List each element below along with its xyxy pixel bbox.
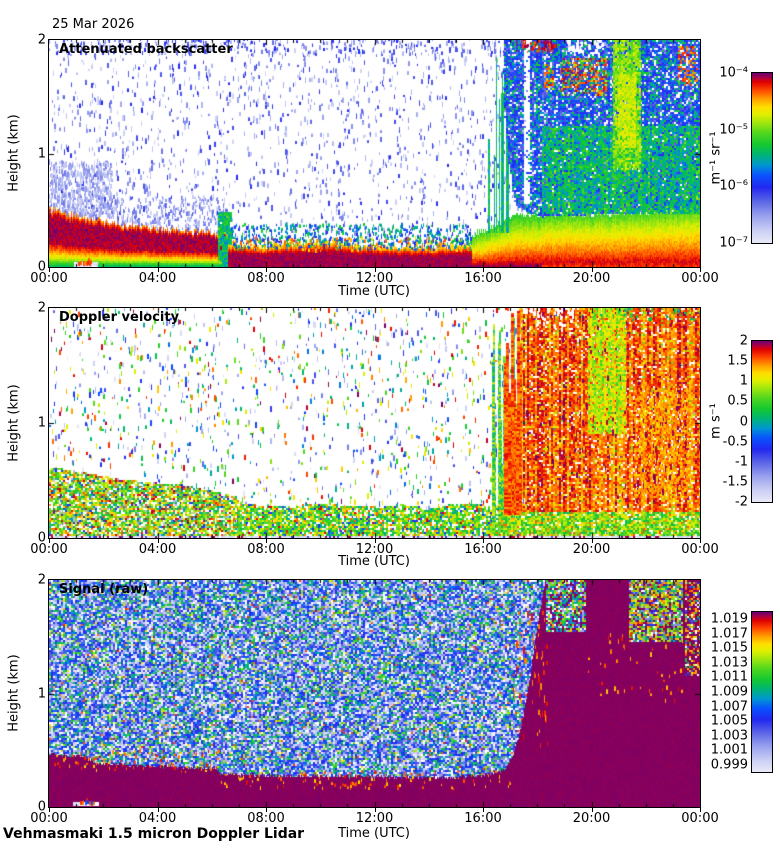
x-tick-mark xyxy=(700,268,701,272)
colorbar-tick-label: 2 xyxy=(739,333,748,349)
signal-panel: Signal (raw) xyxy=(48,579,701,808)
signal-heatmap-canvas xyxy=(49,580,700,807)
colorbar-tick-label: -2 xyxy=(735,494,748,510)
x-tick-label: 08:00 xyxy=(247,542,285,557)
colorbar-tick-label: 10⁻⁴ xyxy=(719,65,748,81)
x-tick-label: 12:00 xyxy=(355,542,394,557)
x-tick-label: 08:00 xyxy=(247,811,285,826)
colorbar-tick-label: 10⁻⁵ xyxy=(719,122,748,138)
backscatter-colorbar-unit: m⁻¹ sr⁻¹ xyxy=(708,131,724,185)
signal-colorbar-canvas xyxy=(752,612,772,772)
x-tick-mark xyxy=(374,808,376,812)
signal-panel-title: Signal (raw) xyxy=(59,582,149,597)
x-tick-mark xyxy=(49,268,50,272)
x-tick-mark xyxy=(483,268,484,272)
x-tick-mark xyxy=(483,539,484,543)
colorbar-tick-label: 0.999 xyxy=(710,757,748,773)
x-tick-mark xyxy=(374,268,376,272)
x-tick-mark xyxy=(700,539,701,543)
colorbar-tick-label: 1.003 xyxy=(710,728,748,744)
backscatter-panel-title: Attenuated backscatter xyxy=(59,42,233,57)
x-tick-mark xyxy=(266,539,267,543)
x-tick-mark xyxy=(157,268,159,272)
x-tick-label: 00:00 xyxy=(30,542,68,557)
y-tick-label: 2 xyxy=(37,572,46,588)
colorbar-tick-label: 1.011 xyxy=(710,669,748,685)
x-tick-label: 00:00 xyxy=(681,271,719,286)
x-tick-mark xyxy=(157,808,159,812)
x-tick-label: 20:00 xyxy=(572,542,611,557)
x-tick-label: 16:00 xyxy=(464,542,502,557)
y-tick-label: 0 xyxy=(37,530,46,546)
colorbar-tick-label: 0 xyxy=(739,414,748,429)
backscatter-heatmap-canvas xyxy=(49,40,700,267)
velocity-x-axis-label: Time (UTC) xyxy=(338,554,410,569)
signal-colorbar xyxy=(751,611,773,773)
x-tick-mark xyxy=(266,268,267,272)
x-tick-mark xyxy=(591,808,593,812)
x-tick-mark xyxy=(374,539,376,543)
colorbar-tick-label: 1.017 xyxy=(710,626,748,642)
signal-x-axis-label: Time (UTC) xyxy=(338,826,410,841)
y-tick-label: 2 xyxy=(37,300,46,316)
colorbar-tick-label: 1.005 xyxy=(710,713,748,729)
x-tick-mark xyxy=(266,808,267,812)
x-tick-mark xyxy=(591,268,593,272)
velocity-colorbar xyxy=(751,340,773,503)
y-tick-label: 1 xyxy=(37,686,46,701)
x-tick-label: 00:00 xyxy=(30,271,68,286)
y-tick-label: 0 xyxy=(37,259,46,275)
x-tick-mark xyxy=(157,539,159,543)
colorbar-tick-label: 1 xyxy=(739,373,748,389)
y-tick-label: 1 xyxy=(37,146,46,161)
x-tick-label: 00:00 xyxy=(681,811,719,826)
x-tick-mark xyxy=(483,808,484,812)
velocity-colorbar-canvas xyxy=(752,341,772,502)
colorbar-tick-label: 1.013 xyxy=(710,655,748,671)
colorbar-tick-label: 1.007 xyxy=(710,699,748,715)
velocity-heatmap-canvas xyxy=(49,308,700,538)
x-tick-label: 00:00 xyxy=(30,811,68,826)
x-tick-label: 08:00 xyxy=(247,271,285,286)
backscatter-x-axis-label: Time (UTC) xyxy=(338,284,410,299)
x-tick-label: 20:00 xyxy=(572,811,611,826)
x-tick-label: 04:00 xyxy=(138,271,177,286)
y-tick-label: 0 xyxy=(37,799,46,815)
colorbar-tick-label: -0.5 xyxy=(722,434,748,450)
x-tick-label: 20:00 xyxy=(572,271,611,286)
backscatter-colorbar xyxy=(751,72,773,244)
colorbar-tick-label: 1.001 xyxy=(710,742,748,758)
backscatter-colorbar-canvas xyxy=(752,73,772,243)
colorbar-tick-label: 0.5 xyxy=(727,393,748,409)
x-tick-label: 00:00 xyxy=(681,542,719,557)
instrument-footer-label: Vehmasmaki 1.5 micron Doppler Lidar xyxy=(3,826,305,842)
date-label: 25 Mar 2026 xyxy=(52,17,135,32)
backscatter-panel: Attenuated backscatter xyxy=(48,39,701,268)
x-tick-mark xyxy=(700,808,701,812)
colorbar-tick-label: -1 xyxy=(735,454,748,470)
x-tick-label: 12:00 xyxy=(355,271,394,286)
y-tick-label: 2 xyxy=(37,32,46,48)
colorbar-tick-label: 1.015 xyxy=(710,640,748,656)
colorbar-tick-label: -1.5 xyxy=(722,474,748,490)
x-tick-label: 16:00 xyxy=(464,811,502,826)
x-tick-label: 04:00 xyxy=(138,542,177,557)
colorbar-tick-label: 10⁻⁶ xyxy=(719,178,748,194)
y-tick-label: 1 xyxy=(37,415,46,431)
colorbar-tick-label: 1.5 xyxy=(727,353,748,369)
x-tick-mark xyxy=(591,539,593,543)
colorbar-tick-label: 1.009 xyxy=(710,684,748,700)
x-tick-label: 04:00 xyxy=(138,811,177,826)
x-tick-mark xyxy=(49,808,50,812)
x-tick-label: 16:00 xyxy=(464,271,502,286)
colorbar-tick-label: 10⁻⁷ xyxy=(719,235,748,251)
velocity-panel: Doppler velocity xyxy=(48,307,701,539)
velocity-panel-title: Doppler velocity xyxy=(59,310,180,325)
colorbar-tick-label: 1.019 xyxy=(710,611,748,627)
x-tick-mark xyxy=(49,539,50,543)
x-tick-label: 12:00 xyxy=(355,811,394,826)
